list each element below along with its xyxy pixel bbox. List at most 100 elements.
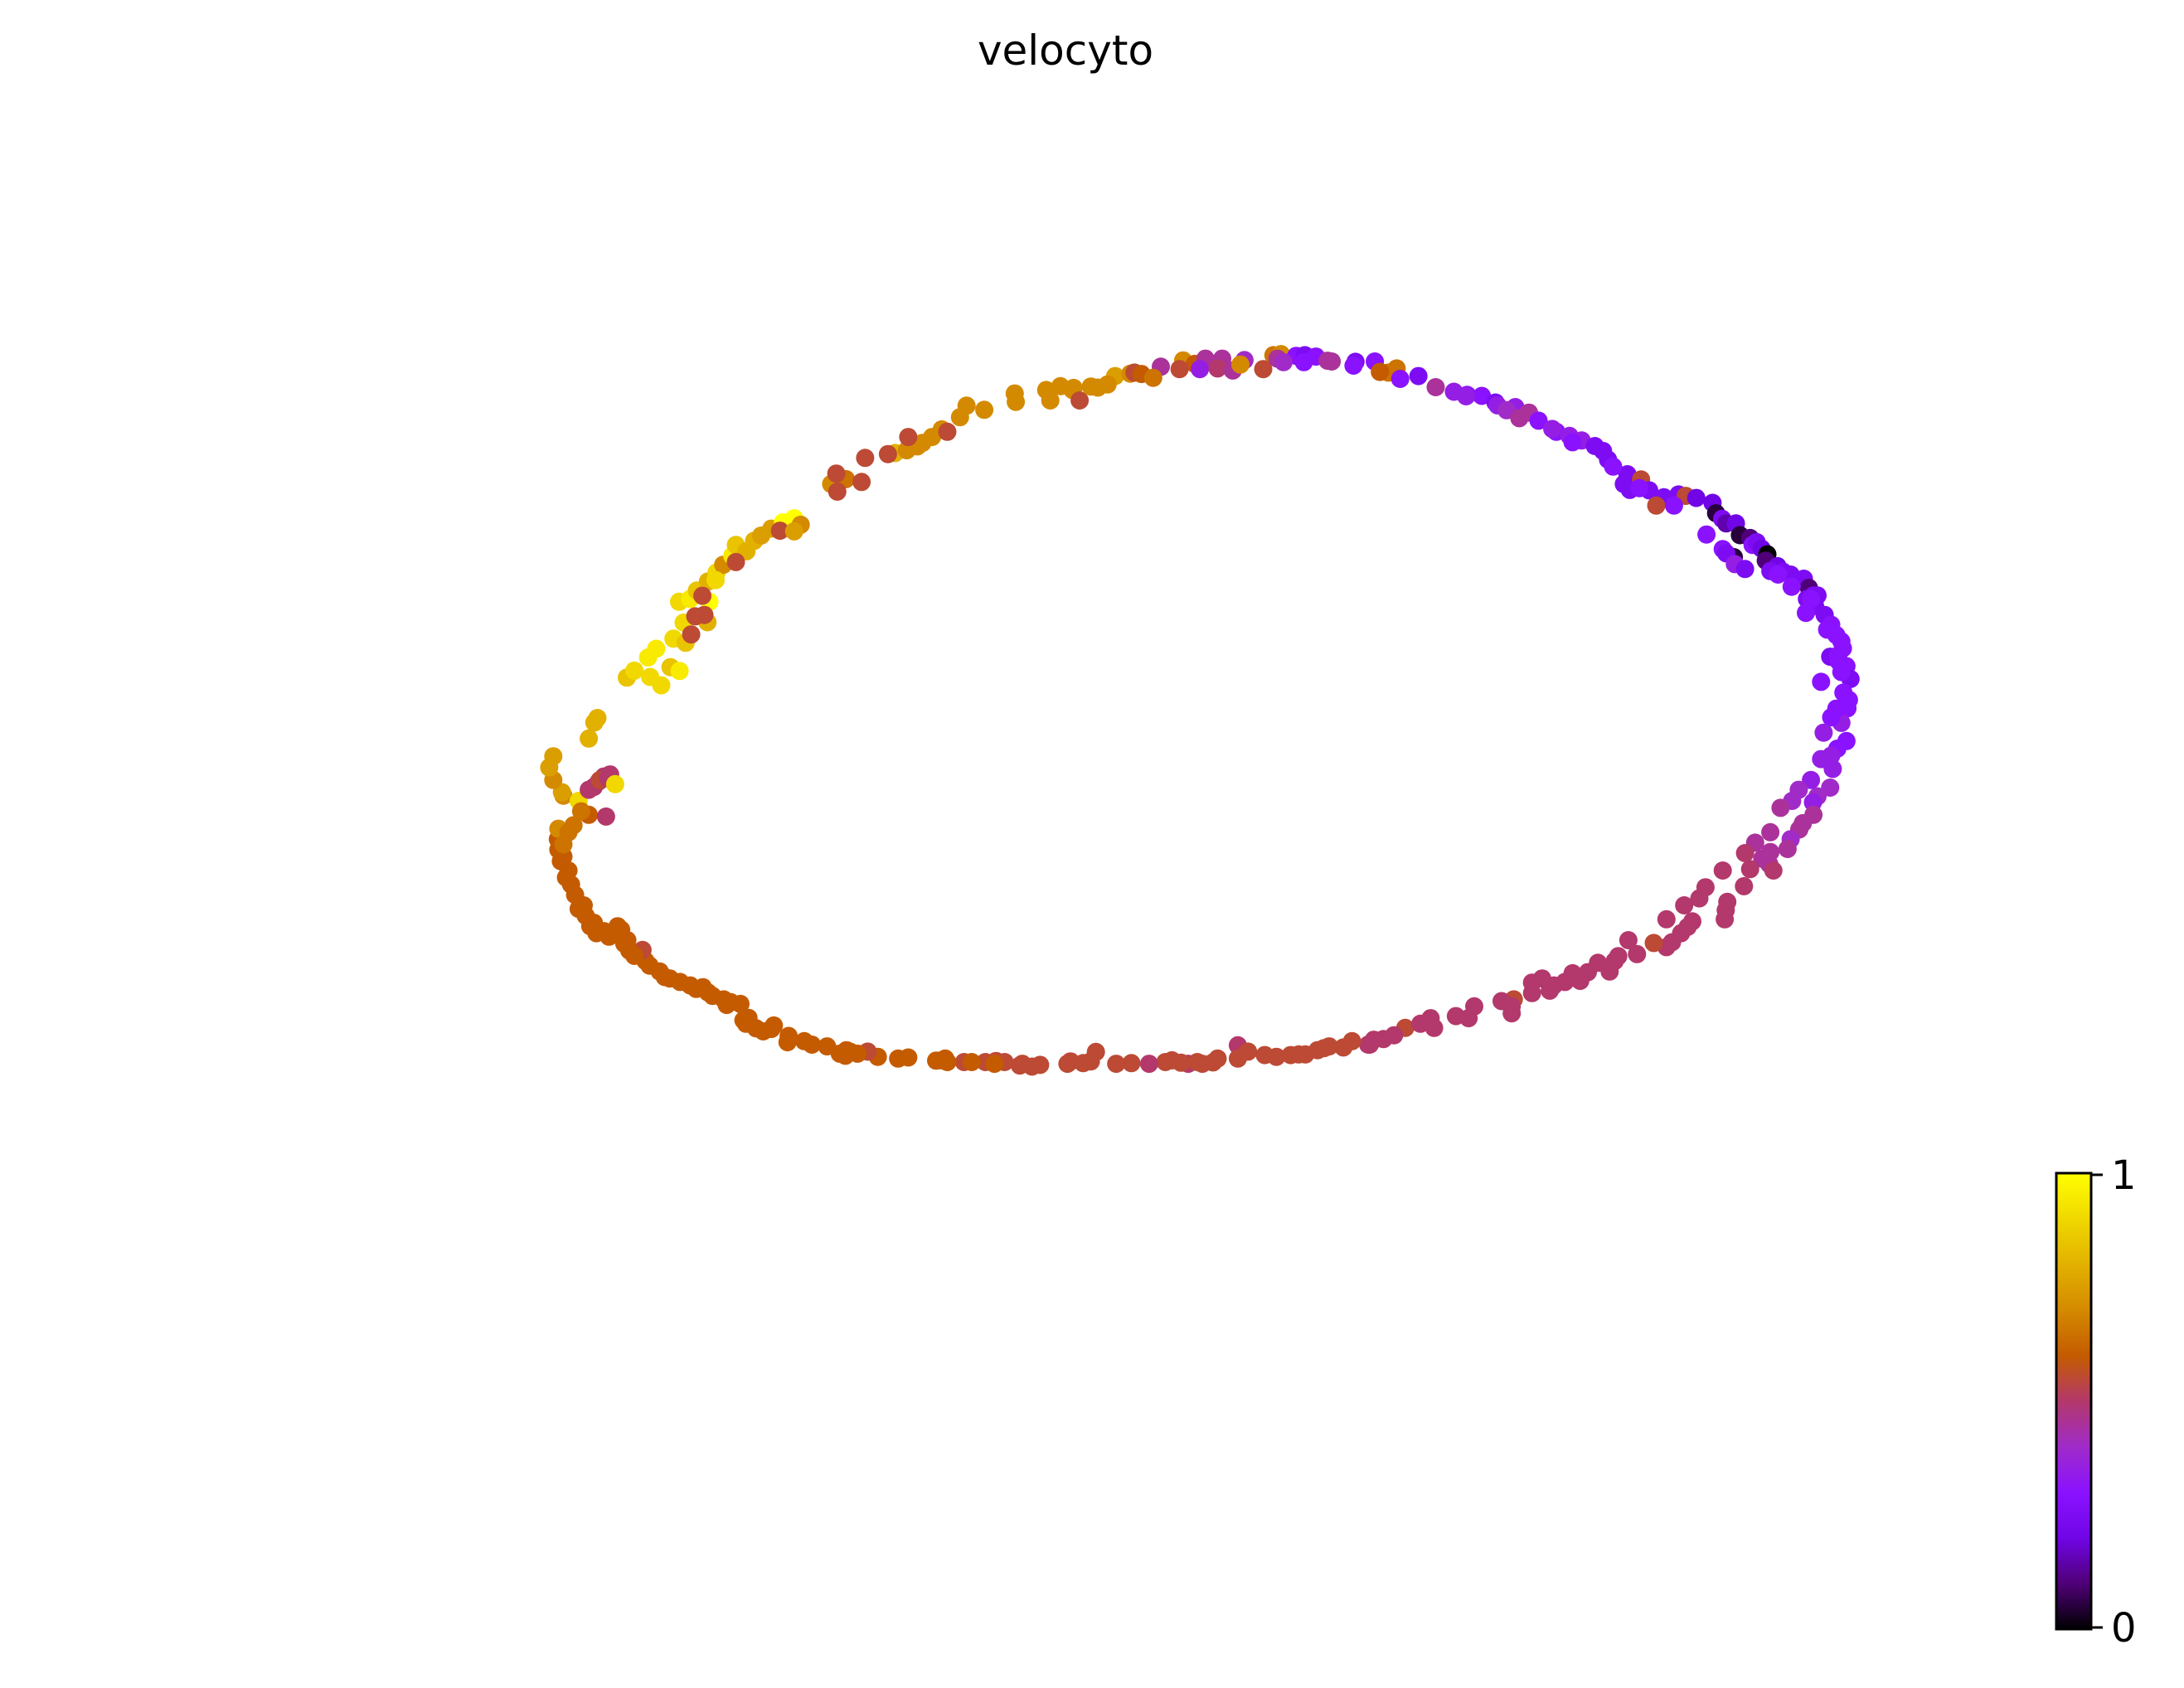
colorbar-min-label: 0 — [2111, 1605, 2137, 1652]
scatter-point — [556, 868, 575, 887]
scatter-point — [1492, 992, 1511, 1011]
scatter-point — [1191, 360, 1210, 379]
scatter-point — [1716, 909, 1735, 929]
scatter-point — [736, 1014, 755, 1033]
scatter-point — [1769, 565, 1788, 584]
scatter-point — [698, 983, 717, 1002]
scatter-point — [580, 729, 599, 748]
scatter-point — [985, 1055, 1004, 1074]
scatter-point — [1604, 457, 1623, 476]
scatter-point — [827, 464, 846, 483]
scatter-point — [1735, 844, 1754, 862]
scatter-point — [650, 962, 669, 981]
scatter-point — [695, 605, 714, 624]
scatter-point — [827, 483, 847, 501]
scatter-point — [1473, 386, 1492, 405]
scatter-point — [599, 927, 619, 946]
colorbar-gradient — [2055, 1171, 2093, 1631]
scatter-point — [585, 914, 604, 932]
scatter-point — [778, 1033, 797, 1052]
scatter-point — [1446, 1006, 1465, 1026]
scatter-point — [1812, 749, 1831, 769]
scatter-point — [1687, 488, 1706, 507]
scatter-point — [596, 807, 615, 826]
scatter-point — [1502, 1004, 1522, 1023]
scatter-point — [975, 400, 994, 420]
scatter-point — [1529, 411, 1548, 430]
scatter-point — [818, 1037, 837, 1056]
scatter-point — [1664, 496, 1683, 515]
scatter-point — [605, 774, 624, 793]
scatter-point — [1107, 1055, 1126, 1074]
scatter-point — [1647, 496, 1666, 515]
scatter-point — [1143, 368, 1162, 387]
scatter-point — [544, 747, 563, 766]
scatter-point — [1122, 1054, 1141, 1073]
scatter-point — [1740, 860, 1759, 879]
scatter-point — [647, 639, 666, 658]
scatter-point — [899, 428, 918, 447]
scatter-point — [693, 586, 712, 605]
scatter-point — [1657, 909, 1676, 929]
scatter-point — [1007, 392, 1026, 411]
scatter-point — [670, 662, 689, 681]
scatter-point — [1735, 560, 1754, 579]
scatter-point — [1289, 1045, 1308, 1064]
scatter-point — [1543, 420, 1562, 439]
scatter-point — [1323, 352, 1342, 371]
scatter-point — [1041, 391, 1060, 410]
scatter-point — [1690, 889, 1709, 908]
scatter-point — [1563, 963, 1582, 982]
chart-title: velocyto — [978, 27, 1153, 75]
scatter-point — [1457, 387, 1476, 405]
scatter-point — [1344, 357, 1363, 375]
scatter-point — [1594, 441, 1613, 460]
scatter-point — [588, 709, 607, 727]
scatter-point — [1764, 861, 1783, 880]
scatter-point — [1563, 433, 1582, 452]
scatter-point — [1522, 983, 1541, 1002]
scatter-point — [1098, 375, 1117, 394]
scatter-point — [554, 835, 573, 854]
scatter-point — [1254, 360, 1273, 379]
scatter-point — [614, 934, 633, 953]
scatter-point — [784, 521, 803, 541]
colorbar-max-label: 1 — [2111, 1152, 2137, 1199]
scatter-point — [1619, 931, 1638, 949]
scatter-point — [1814, 723, 1833, 742]
scatter-point — [1361, 1036, 1379, 1054]
scatter-point — [841, 1042, 860, 1061]
scatter-point — [1735, 876, 1754, 895]
scatter-point — [950, 408, 969, 427]
scatter-point — [1426, 378, 1445, 396]
scatter-point — [1409, 366, 1428, 386]
scatter-point — [1294, 352, 1313, 371]
scatter-point — [1255, 1045, 1274, 1065]
scatter-point — [1761, 822, 1780, 842]
scatter-point — [1630, 478, 1649, 497]
scatter-point — [1778, 840, 1797, 858]
scatter-point — [1821, 779, 1840, 797]
scatter-point — [1239, 1042, 1258, 1061]
scatter-point — [571, 802, 590, 821]
scatter-point — [1170, 360, 1189, 379]
scatter-point — [852, 473, 871, 492]
scatter-point — [1771, 798, 1790, 817]
scatter-point — [569, 900, 588, 919]
scatter-point — [1411, 1014, 1430, 1033]
scatter-point — [1822, 708, 1841, 727]
scatter-point — [1371, 362, 1390, 381]
scatter-point — [762, 1020, 781, 1039]
scatter-point — [889, 1049, 908, 1068]
colorbar: 1 0 — [2055, 1152, 2137, 1652]
scatter-point — [726, 552, 745, 571]
scatter-point — [1510, 409, 1529, 428]
scatter-point — [1797, 604, 1815, 623]
scatter-point — [1390, 370, 1410, 388]
scatter-point — [878, 444, 897, 463]
scatter-point — [564, 816, 583, 835]
scatter-point — [1802, 770, 1821, 789]
scatter-point — [671, 973, 690, 992]
scatter-point — [625, 946, 644, 965]
